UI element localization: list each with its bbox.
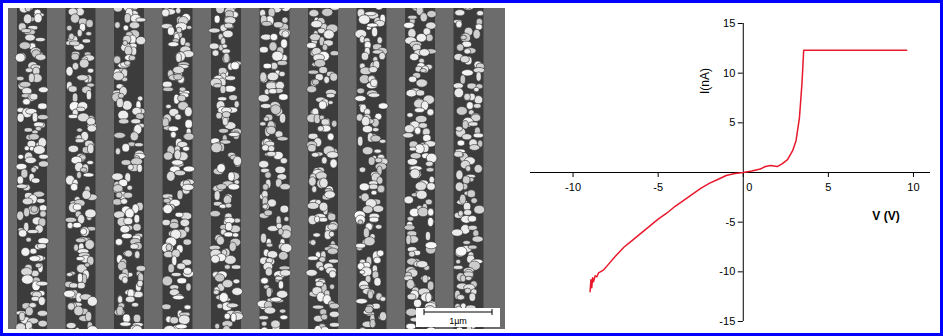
svg-text:I(nA): I(nA) [698,68,712,94]
svg-text:-5: -5 [653,181,663,193]
svg-text:5: 5 [825,181,831,193]
svg-text:10: 10 [723,67,735,79]
svg-text:V (V): V (V) [872,209,899,223]
svg-text:5: 5 [729,116,735,128]
svg-text:-15: -15 [719,315,735,327]
svg-text:-5: -5 [725,216,735,228]
svg-text:10: 10 [907,181,919,193]
svg-text:-10: -10 [719,265,735,277]
svg-text:-10: -10 [565,181,581,193]
svg-text:0: 0 [746,181,752,193]
svg-text:1µm: 1µm [449,316,467,326]
svg-text:15: 15 [723,17,735,29]
